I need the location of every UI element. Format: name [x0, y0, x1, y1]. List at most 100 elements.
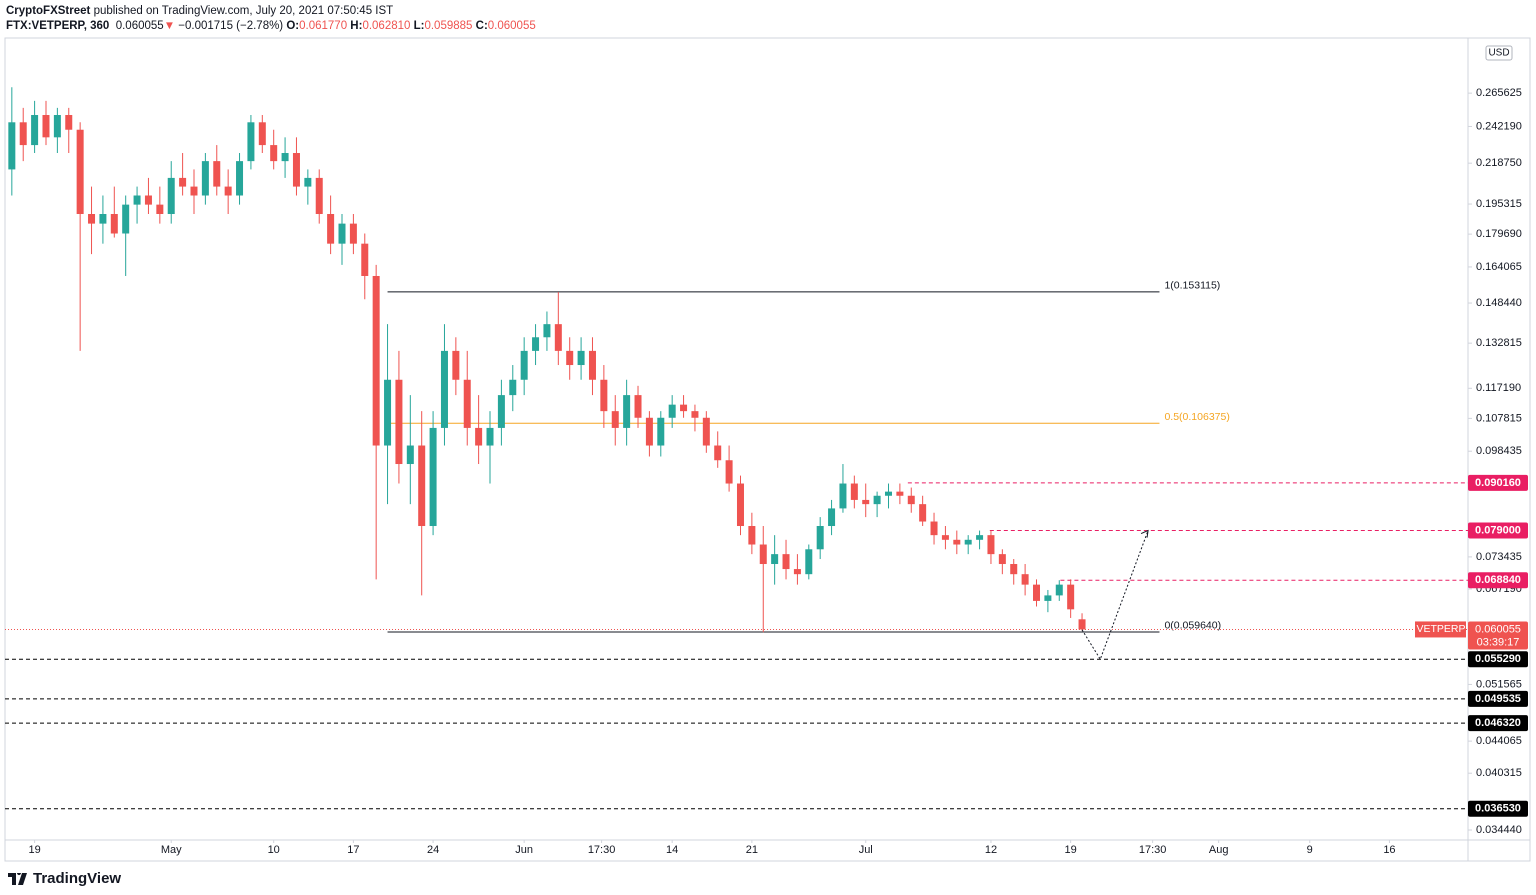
- candle-body: [941, 535, 949, 540]
- candle-body: [486, 427, 494, 446]
- candle-body: [520, 350, 528, 380]
- candle-body: [657, 417, 665, 446]
- candle-body: [964, 539, 972, 545]
- last: 0.060055: [115, 20, 164, 32]
- candle-body: [406, 445, 414, 465]
- candle-body: [156, 204, 164, 215]
- candle-body: [292, 153, 300, 187]
- candle-body: [748, 526, 756, 545]
- level-label: 0.046320: [1475, 717, 1521, 729]
- candle-body: [418, 445, 426, 527]
- h-label: H:: [350, 20, 363, 32]
- o-label: O:: [286, 20, 300, 32]
- candle-body: [736, 483, 744, 527]
- candle-body: [725, 460, 733, 484]
- countdown: 03:39:17: [1477, 636, 1520, 648]
- candle-body: [532, 337, 540, 351]
- candle-body: [1021, 574, 1029, 585]
- publisher: CryptoFXStreet: [6, 5, 91, 17]
- candle-body: [258, 122, 266, 146]
- candle-body: [600, 379, 608, 412]
- candle-body: [452, 350, 460, 380]
- candle-body: [566, 350, 574, 366]
- candle-body: [714, 445, 722, 461]
- x-tick-label: 21: [746, 844, 758, 856]
- candle-body: [793, 569, 801, 575]
- x-tick-label: May: [161, 844, 182, 856]
- candle-body: [953, 539, 961, 545]
- candle-body: [65, 115, 73, 130]
- candle-body: [372, 275, 380, 446]
- candle-body: [623, 395, 631, 428]
- candle-body: [224, 186, 232, 196]
- candle-body: [509, 379, 517, 396]
- candle-body: [475, 427, 483, 446]
- x-tick-label: 9: [1307, 844, 1313, 856]
- x-tick-label: 10: [268, 844, 280, 856]
- l: 0.059885: [424, 20, 473, 32]
- published: published on TradingView.com, July 20, 2…: [93, 5, 394, 17]
- candle-body: [907, 495, 915, 505]
- candle-body: [976, 535, 984, 540]
- candle-body: [99, 214, 107, 224]
- x-tick-label: Aug: [1209, 844, 1229, 856]
- candle-body: [634, 395, 642, 418]
- y-tick-label: 0.044065: [1476, 735, 1522, 747]
- candle-body: [1010, 564, 1018, 575]
- candle-body: [680, 404, 688, 412]
- y-tick-label: 0.073435: [1476, 551, 1522, 563]
- o: 0.061770: [299, 20, 348, 32]
- level-label: 0.049535: [1475, 693, 1521, 705]
- candle-body: [110, 214, 118, 234]
- candle-body: [577, 350, 585, 366]
- candle-body: [31, 115, 39, 146]
- x-tick-label: 19: [28, 844, 40, 856]
- x-tick-label: 24: [427, 844, 439, 856]
- candle-body: [384, 379, 392, 446]
- candle-body: [873, 495, 881, 505]
- candle-body: [862, 499, 870, 505]
- candle-body: [1044, 595, 1052, 601]
- change: −0.001715 (−2.78%): [178, 20, 284, 32]
- candle-body: [349, 223, 357, 244]
- fib-label: 0.5(0.106375): [1164, 411, 1229, 423]
- symbol-badge: [1415, 621, 1466, 638]
- x-tick-label: 17:30: [588, 844, 616, 856]
- fib-label: 0(0.059640): [1164, 620, 1221, 632]
- frame: [4, 37, 1531, 862]
- candle-body: [440, 350, 448, 428]
- candle-body: [8, 122, 16, 170]
- candle-body: [361, 243, 369, 276]
- h: 0.062810: [362, 20, 411, 32]
- candle-body: [201, 161, 209, 196]
- candle-body: [133, 195, 141, 205]
- candle-body: [281, 153, 289, 162]
- current-label: 0.060055: [1475, 623, 1521, 635]
- publish-line: CryptoFXStreet published on TradingView.…: [6, 4, 536, 19]
- candle-body: [463, 379, 471, 428]
- candle-body: [850, 483, 858, 500]
- candle-body: [884, 491, 892, 496]
- candle-body: [304, 177, 312, 187]
- brand: TradingView: [33, 870, 122, 887]
- level-badge: [1468, 474, 1528, 491]
- level-label: 0.036530: [1475, 803, 1521, 815]
- y-tick-label: 0.107815: [1476, 412, 1522, 424]
- x-tick-label: 16: [1383, 844, 1395, 856]
- candle-body: [497, 395, 505, 428]
- candle-body: [395, 379, 403, 465]
- level-badge: [1468, 651, 1528, 668]
- level-label: 0.079000: [1475, 524, 1521, 536]
- currency-box: [1485, 45, 1513, 61]
- projection-path: [1081, 530, 1149, 661]
- y-tick-label: 0.117190: [1476, 382, 1521, 394]
- y-tick-label: 0.040315: [1476, 767, 1522, 779]
- candle-body: [782, 554, 790, 570]
- candle-body: [645, 417, 653, 446]
- candle-body: [338, 223, 346, 244]
- candle-body: [771, 554, 779, 565]
- candle-body: [919, 504, 927, 522]
- candle-body: [179, 177, 187, 187]
- x-tick-label: 12: [985, 844, 997, 856]
- candle-body: [1067, 584, 1075, 610]
